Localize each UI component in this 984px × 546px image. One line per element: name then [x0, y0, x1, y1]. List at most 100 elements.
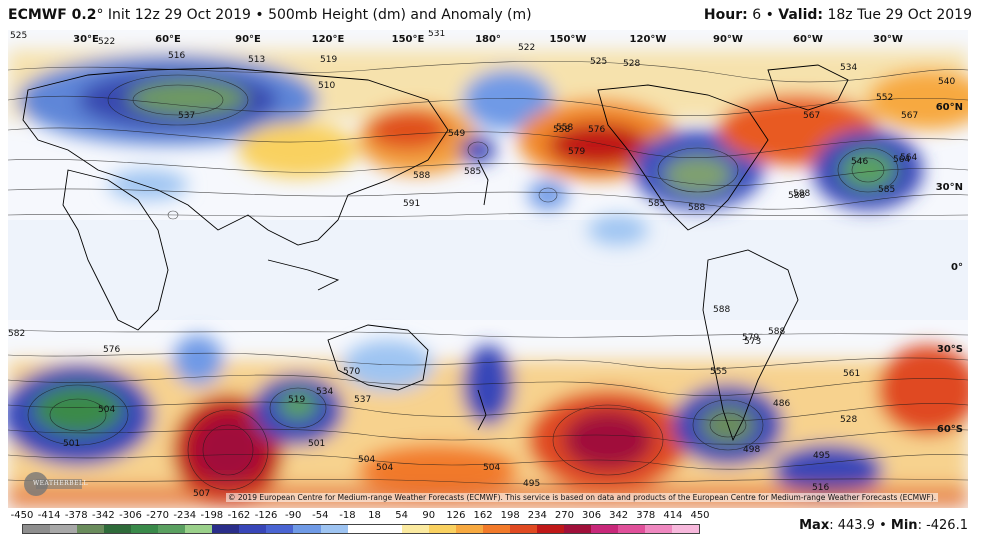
min-label: Min [890, 518, 918, 533]
hour-value: 6 [752, 7, 762, 23]
legend-segment [266, 525, 294, 533]
legend-tick-label: 198 [500, 510, 520, 521]
legend-tick-label: 342 [609, 510, 629, 521]
bullet-separator: • [255, 7, 264, 23]
legend-tick-label: -162 [227, 510, 251, 521]
contour-label: 588 [688, 203, 705, 213]
latitude-labels: 60°N 30°N 0° 30°S 60°S [936, 102, 963, 435]
contour-label: 495 [813, 451, 830, 461]
contour-label: 588 [413, 171, 430, 181]
map-panel[interactable]: 30°E 60°E 90°E 120°E 150°E 180° 150°W 12… [8, 30, 968, 508]
contour-label: 579 [568, 147, 585, 157]
legend-segment [618, 525, 646, 533]
contour-label: 585 [648, 199, 665, 209]
max-min-readout: Max: 443.9 • Min: -426.1 [799, 518, 968, 533]
contour-label: 564 [900, 153, 917, 163]
lon-label: 60°W [793, 34, 823, 45]
tropics-band [8, 220, 968, 320]
contour-label: 558 [553, 125, 570, 135]
legend-segment [374, 525, 402, 533]
contour-label: 561 [843, 369, 860, 379]
legend-tick-label: 90 [422, 510, 436, 521]
contour-label: 504 [376, 463, 393, 473]
contour-label: 549 [448, 129, 465, 139]
lon-label: 180° [475, 34, 501, 45]
contour-label: 504 [483, 463, 500, 473]
contour-label: 588 [793, 189, 810, 199]
product-name: 500mb Height (dm) and Anomaly (m) [268, 7, 532, 23]
legend-segment [455, 525, 483, 533]
lat-label: 60°N [936, 102, 963, 113]
contour-label: 573 [744, 337, 761, 347]
legend-segment [536, 525, 564, 533]
legend-tick-label: 54 [395, 510, 409, 521]
max-value: 443.9 [837, 518, 875, 533]
contour-label: 513 [248, 55, 265, 65]
contour-label: 522 [98, 37, 115, 47]
title-left: ECMWF 0.2° Init 12z 29 Oct 2019 • 500mb … [8, 7, 532, 23]
valid-label: Valid: [778, 7, 824, 23]
contour-label: 558 [556, 123, 573, 133]
contour-label: 528 [840, 415, 857, 425]
lon-label: 120°E [312, 34, 345, 45]
contour-label: 510 [318, 81, 335, 91]
lon-label: 150°W [550, 34, 587, 45]
contour-label: 591 [403, 199, 420, 209]
lon-label: 60°E [155, 34, 181, 45]
contour-label: 495 [523, 479, 540, 489]
contour-label: 507 [193, 489, 210, 499]
header-bar: ECMWF 0.2° Init 12z 29 Oct 2019 • 500mb … [0, 0, 984, 30]
legend-segment [645, 525, 673, 533]
lon-label: 30°E [73, 34, 99, 45]
contour-label: 501 [63, 439, 80, 449]
bullet-separator-2: • [765, 7, 774, 23]
contour-label: 555 [710, 367, 727, 377]
contour-label: 537 [178, 111, 195, 121]
lon-label: 90°E [235, 34, 261, 45]
contour-label: 570 [343, 367, 360, 377]
title-right: Hour: 6 • Valid: 18z Tue 29 Oct 2019 [704, 7, 972, 23]
contour-label: 582 [8, 329, 25, 339]
legend-tick-label: 234 [527, 510, 547, 521]
contour-label: 552 [876, 93, 893, 103]
contour-label: 585 [878, 185, 895, 195]
contour-label: 540 [938, 77, 955, 87]
legend-segment [320, 525, 348, 533]
legend-tick-label: 450 [690, 510, 710, 521]
legend-tick-label: -414 [37, 510, 61, 521]
contour-label: 534 [316, 387, 333, 397]
legend-segment [482, 525, 510, 533]
legend-tick-label: 162 [473, 510, 493, 521]
contour-label: 498 [743, 445, 760, 455]
contour-label: 534 [840, 63, 857, 73]
legend-tick-label: 126 [446, 510, 466, 521]
legend-tick-label: 378 [636, 510, 656, 521]
contour-label: 525 [590, 57, 607, 67]
legend-segment [158, 525, 186, 533]
legend-segment [239, 525, 267, 533]
contour-label: 564 [893, 155, 910, 165]
contour-label: 579 [742, 333, 759, 343]
legend-segment [131, 525, 159, 533]
legend-tick-label: -18 [339, 510, 356, 521]
lat-label: 30°S [937, 344, 963, 355]
max-label: Max [799, 518, 830, 533]
model-name: ECMWF 0.2 [8, 7, 97, 23]
legend-segment [50, 525, 78, 533]
contour-label: 528 [623, 59, 640, 69]
lat-label: 30°N [936, 182, 963, 193]
legend-tick-label: -450 [10, 510, 34, 521]
contour-label: 576 [103, 345, 120, 355]
legend-segment [23, 525, 51, 533]
contour-label: 537 [354, 395, 371, 405]
map-canvas: 30°E 60°E 90°E 120°E 150°E 180° 150°W 12… [8, 30, 968, 508]
legend-segment [563, 525, 591, 533]
contour-label: 516 [168, 51, 185, 61]
continent-outlines [22, 64, 849, 442]
legend-segment [347, 525, 375, 533]
degree-symbol: ° [96, 7, 104, 23]
contour-label: 504 [358, 455, 375, 465]
contour-label: 546 [851, 157, 868, 167]
legend-tick-label: -126 [254, 510, 278, 521]
min-value: -426.1 [926, 518, 968, 533]
